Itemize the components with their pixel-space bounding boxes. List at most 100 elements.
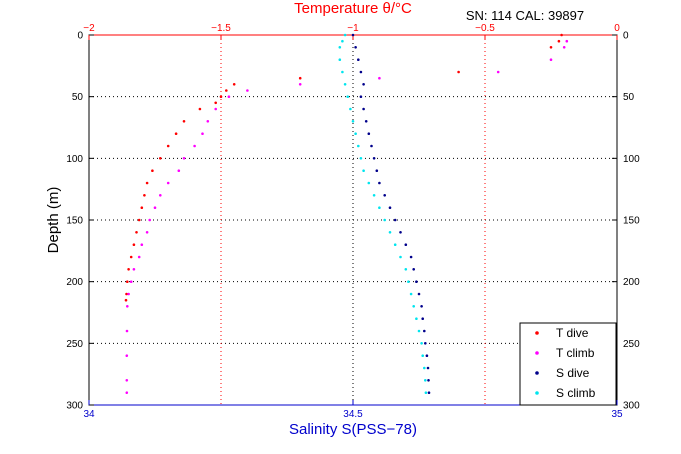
data-point bbox=[145, 181, 149, 185]
data-point bbox=[246, 89, 249, 92]
temperature-axis-title: Temperature θ/°C bbox=[294, 0, 412, 17]
data-point bbox=[140, 243, 144, 246]
y-tick-label-left: 200 bbox=[66, 277, 83, 288]
y-tick-label-right: 0 bbox=[623, 31, 629, 42]
data-point bbox=[424, 342, 427, 345]
data-point bbox=[125, 329, 129, 333]
data-point bbox=[129, 255, 133, 259]
data-point bbox=[232, 83, 236, 86]
temperature-tick-label: −1 bbox=[347, 23, 359, 34]
data-point bbox=[357, 144, 360, 148]
y-tick-label-right: 150 bbox=[623, 216, 640, 227]
temperature-tick-label: −0.5 bbox=[475, 23, 495, 34]
data-point bbox=[421, 354, 425, 358]
data-point bbox=[359, 157, 363, 160]
data-point bbox=[148, 218, 151, 222]
data-point bbox=[409, 292, 413, 296]
data-point bbox=[399, 231, 402, 234]
data-point bbox=[388, 206, 392, 209]
temperature-tick-label: 0 bbox=[614, 23, 620, 34]
data-point bbox=[378, 181, 381, 185]
data-point bbox=[341, 39, 344, 43]
data-point bbox=[393, 243, 397, 246]
data-point bbox=[420, 342, 423, 345]
data-point bbox=[125, 354, 129, 358]
legend-label: T dive bbox=[556, 326, 589, 340]
data-point bbox=[227, 95, 231, 98]
data-point bbox=[415, 280, 418, 284]
series-t-dive bbox=[124, 33, 563, 302]
y-tick-label-right: 300 bbox=[623, 401, 640, 412]
data-point bbox=[427, 379, 430, 382]
data-point bbox=[219, 95, 223, 98]
data-point bbox=[388, 231, 392, 234]
data-point bbox=[343, 83, 347, 86]
data-point bbox=[143, 194, 146, 197]
y-tick-label-right: 200 bbox=[623, 277, 640, 288]
data-point bbox=[378, 76, 381, 80]
data-point bbox=[137, 255, 141, 259]
data-point bbox=[423, 366, 426, 370]
grid bbox=[89, 35, 617, 405]
data-point bbox=[338, 58, 342, 61]
data-point bbox=[372, 194, 376, 197]
data-point bbox=[159, 194, 162, 197]
data-point bbox=[125, 379, 129, 382]
legend-label: S climb bbox=[556, 386, 596, 400]
legend: T dive T climb S dive S climb bbox=[519, 322, 617, 406]
data-point bbox=[349, 107, 352, 111]
data-point bbox=[415, 317, 418, 321]
data-point bbox=[359, 70, 363, 74]
data-point bbox=[206, 120, 210, 123]
data-point bbox=[166, 144, 170, 148]
data-points bbox=[124, 33, 569, 395]
data-point bbox=[496, 70, 500, 74]
data-point bbox=[354, 46, 357, 49]
data-point bbox=[351, 120, 355, 123]
data-point bbox=[423, 329, 426, 333]
data-point bbox=[129, 280, 133, 284]
y-tick-label-left: 0 bbox=[77, 31, 83, 42]
data-point bbox=[412, 268, 416, 271]
y-axis-label: Depth (m) bbox=[45, 187, 62, 254]
data-point bbox=[153, 206, 157, 209]
data-point bbox=[140, 206, 144, 209]
y-tick-label-left: 300 bbox=[66, 401, 83, 412]
data-point bbox=[565, 39, 569, 43]
data-point bbox=[375, 169, 379, 172]
data-point bbox=[370, 144, 373, 148]
data-point bbox=[343, 33, 347, 37]
data-point bbox=[417, 292, 421, 296]
x-axis-label: Salinity S(PSS−78) bbox=[289, 421, 417, 438]
data-point bbox=[127, 292, 130, 296]
data-point bbox=[562, 46, 566, 49]
data-point bbox=[404, 243, 408, 246]
data-point bbox=[426, 366, 430, 370]
data-point bbox=[383, 194, 387, 197]
series-t-climb bbox=[125, 39, 569, 395]
data-point bbox=[182, 157, 186, 160]
data-point bbox=[126, 280, 129, 284]
data-point bbox=[367, 132, 371, 135]
data-point bbox=[174, 132, 178, 135]
data-point bbox=[404, 268, 408, 271]
data-point bbox=[357, 58, 360, 61]
data-point bbox=[351, 33, 355, 37]
data-point bbox=[225, 89, 228, 92]
data-point bbox=[338, 46, 342, 49]
data-point bbox=[182, 120, 186, 123]
data-point bbox=[159, 157, 162, 160]
temperature-tick-label: −1.5 bbox=[211, 23, 231, 34]
data-point bbox=[367, 181, 371, 185]
data-point bbox=[549, 58, 553, 61]
data-point bbox=[166, 181, 170, 185]
data-point bbox=[560, 33, 563, 37]
data-point bbox=[151, 169, 154, 172]
instrument-label: SN: 114 CAL: 39897 bbox=[466, 8, 584, 23]
y-tick-label-right: 50 bbox=[623, 92, 635, 103]
data-point bbox=[407, 280, 410, 284]
temperature-tick-label: −2 bbox=[83, 23, 95, 34]
data-point bbox=[362, 83, 365, 86]
data-point bbox=[549, 46, 553, 49]
